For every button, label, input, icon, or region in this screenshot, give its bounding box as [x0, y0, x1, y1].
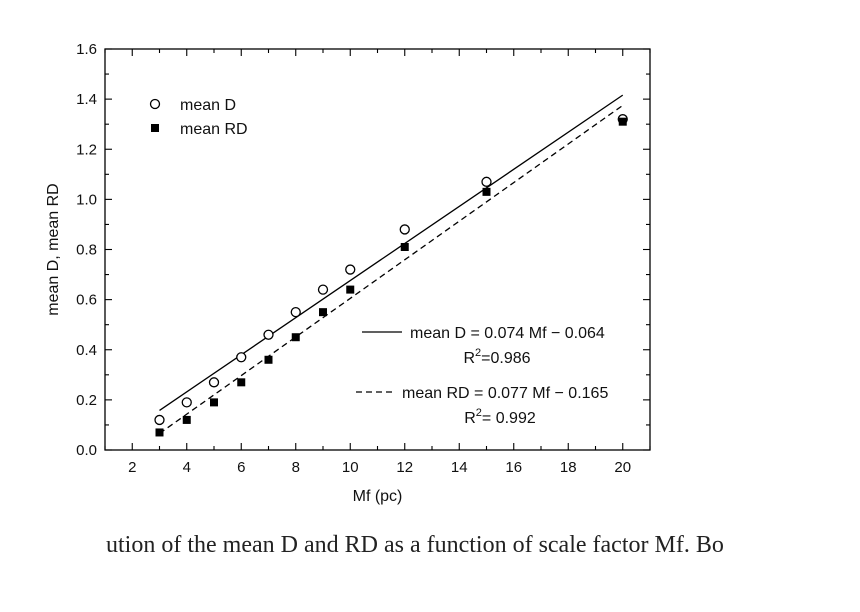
- x-tick-label: 12: [396, 459, 413, 476]
- fit-equation-mean-d: mean D = 0.074 Mf − 0.064: [410, 325, 605, 342]
- y-tick-label: 0.4: [76, 342, 97, 359]
- fit-r2-mean-rd: R2= 0.992: [464, 407, 536, 427]
- x-tick-label: 20: [614, 459, 631, 476]
- y-axis: 0.0 0.2 0.4 0.6 0.8 1.0 1.2 1.4 1.6: [76, 41, 650, 459]
- y-tick-label: 0.8: [76, 242, 97, 259]
- x-axis-label: Mf (pc): [353, 488, 403, 505]
- x-tick-label: 16: [505, 459, 522, 476]
- x-tick-label: 14: [451, 459, 468, 476]
- point-mean-rd: [618, 117, 627, 126]
- x-tick-label: 4: [183, 459, 191, 476]
- r2-superscript: 2: [476, 407, 482, 419]
- point-mean-d: [481, 176, 492, 187]
- x-tick-label: 18: [560, 459, 577, 476]
- caption-text: ution of the mean D and RD as a function…: [106, 532, 724, 558]
- legend-symbol-mean-d: [149, 98, 161, 110]
- point-mean-rd: [319, 308, 327, 317]
- data-markers: [154, 114, 628, 437]
- point-mean-d: [263, 329, 274, 340]
- y-axis-label: mean D, mean RD: [45, 183, 62, 316]
- x-tick-label: 6: [237, 459, 245, 476]
- x-tick-label: 10: [342, 459, 359, 476]
- fit-lines: [159, 94, 624, 434]
- x-tick-label: 2: [128, 459, 136, 476]
- chart-figure: 2 4 6 8 10 12 14 16 18 20 0.0 0.2 0.4 0.6 0.8 1.0 1.2 1.…: [45, 41, 651, 505]
- figure-caption: ution of the mean D and RD as a function…: [0, 526, 860, 570]
- x-tick-label: 8: [292, 459, 300, 476]
- r2-superscript: 2: [475, 347, 481, 359]
- fit-annotations: mean D = 0.074 Mf − 0.064 R2=0.986 mean …: [356, 325, 608, 427]
- legend-symbol-mean-rd: [151, 124, 159, 132]
- fit-line-mean-d: [159, 94, 624, 411]
- y-tick-label: 1.4: [76, 91, 97, 108]
- fit-equation-mean-rd: mean RD = 0.077 Mf − 0.165: [402, 385, 608, 402]
- y-tick-label: 1.6: [76, 41, 97, 58]
- y-tick-label: 0.2: [76, 392, 97, 409]
- legend-label-mean-d: mean D: [180, 97, 236, 114]
- point-mean-rd: [482, 187, 491, 196]
- r2-value: =0.986: [481, 350, 530, 367]
- point-mean-d: [236, 352, 247, 363]
- point-mean-rd: [400, 242, 409, 251]
- r2-symbol: R: [463, 350, 475, 367]
- point-mean-d: [181, 397, 192, 408]
- r2-value: = 0.992: [482, 410, 536, 427]
- point-mean-rd: [155, 428, 164, 437]
- x-axis: 2 4 6 8 10 12 14 16 18 20: [104, 49, 651, 476]
- r2-symbol: R: [464, 410, 476, 427]
- point-mean-rd: [210, 398, 218, 407]
- legend: mean D mean RD: [149, 97, 248, 138]
- point-mean-d: [345, 264, 356, 275]
- legend-label-mean-rd: mean RD: [180, 121, 248, 138]
- y-tick-label: 0.0: [76, 442, 97, 459]
- point-mean-rd: [182, 415, 191, 424]
- point-mean-d: [317, 284, 329, 295]
- point-mean-d: [154, 414, 165, 426]
- point-mean-d: [208, 377, 220, 388]
- point-mean-d: [290, 307, 301, 318]
- point-mean-d: [399, 224, 410, 235]
- point-mean-rd: [346, 285, 355, 294]
- point-mean-rd: [264, 355, 273, 364]
- point-mean-rd: [237, 378, 246, 387]
- y-tick-label: 0.6: [76, 292, 97, 309]
- y-tick-label: 1.2: [76, 141, 97, 158]
- y-tick-label: 1.0: [76, 191, 97, 208]
- point-mean-rd: [291, 333, 300, 342]
- fit-r2-mean-d: R2=0.986: [463, 347, 530, 367]
- fit-line-mean-rd: [159, 104, 624, 434]
